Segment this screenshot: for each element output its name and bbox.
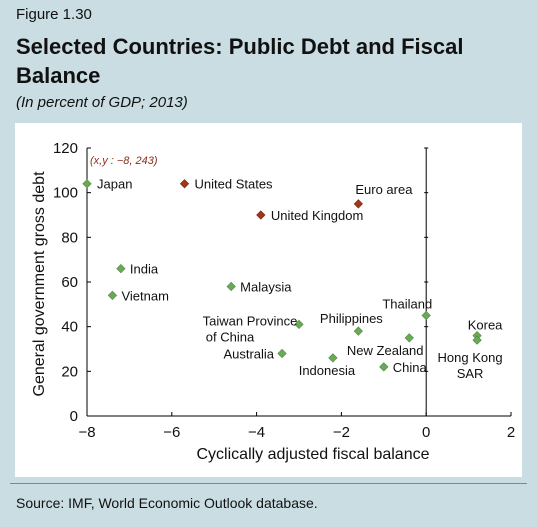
point-label: Thailand xyxy=(382,297,432,312)
data-point xyxy=(116,263,126,274)
data-point xyxy=(421,310,431,321)
point-label: United Kingdom xyxy=(271,208,364,223)
source-divider xyxy=(10,483,527,484)
y-tick-label: 40 xyxy=(61,319,78,336)
data-point xyxy=(82,179,92,189)
point-label: Malaysia xyxy=(240,279,292,294)
data-point xyxy=(294,319,304,330)
data-point xyxy=(404,333,414,343)
x-tick-label: −6 xyxy=(163,424,180,441)
y-tick-label: 20 xyxy=(61,363,78,380)
data-point xyxy=(226,281,236,292)
data-point xyxy=(472,335,482,345)
y-tick-label: 120 xyxy=(53,140,78,157)
x-tick-label: 0 xyxy=(422,424,430,441)
point-label: China xyxy=(393,360,428,375)
y-tick-label: 0 xyxy=(70,408,78,425)
data-point xyxy=(328,353,338,363)
point-label: Euro area xyxy=(355,182,413,197)
scatter-chart: 0 20 40 60 80 100 120 −8 −6 −4 −2 0 2 Cyclically adju… xyxy=(31,140,515,463)
point-label: Australia xyxy=(223,346,274,361)
annotation-label: (x,y : −8, 243) xyxy=(90,155,158,167)
point-label: SAR xyxy=(457,366,484,381)
chart-subtitle: (In percent of GDP; 2013) xyxy=(16,94,188,111)
source-note: Source: IMF, World Economic Outlook data… xyxy=(16,495,318,511)
point-label: Indonesia xyxy=(299,363,356,378)
data-point xyxy=(379,362,389,372)
point-label: New Zealand xyxy=(347,343,424,358)
data-point xyxy=(179,179,190,189)
point-label: Japan xyxy=(97,177,132,192)
chart-panel: 0 20 40 60 80 100 120 −8 −6 −4 −2 0 2 Cyclically adju… xyxy=(15,123,522,477)
point-label: of China xyxy=(206,329,255,344)
point-label: India xyxy=(130,262,159,277)
point-label: Taiwan Province xyxy=(203,313,298,328)
y-tick-label: 60 xyxy=(61,274,78,291)
figure-label: Figure 1.30 xyxy=(16,6,92,23)
x-tick-label: −8 xyxy=(78,424,95,441)
data-point xyxy=(353,326,363,336)
point-label: Hong Kong xyxy=(438,350,503,365)
data-point xyxy=(353,199,363,209)
point-label: Korea xyxy=(468,318,503,333)
y-tick-label: 80 xyxy=(61,229,78,246)
x-axis-title: Cyclically adjusted fiscal balance xyxy=(197,446,430,463)
y-tick-label: 100 xyxy=(53,185,78,202)
point-label: Philippines xyxy=(320,311,383,326)
point-label: United States xyxy=(195,177,274,192)
data-point xyxy=(107,290,118,301)
chart-title: Selected Countries: Public Debt and Fisc… xyxy=(16,34,464,88)
x-tick-label: −2 xyxy=(333,424,350,441)
x-tick-label: −4 xyxy=(248,424,265,441)
data-point xyxy=(277,348,287,359)
x-tick-label: 2 xyxy=(507,424,515,441)
y-axis-title: General government gross debt xyxy=(31,171,48,397)
data-point xyxy=(256,210,266,220)
point-label: Vietnam xyxy=(121,288,168,303)
